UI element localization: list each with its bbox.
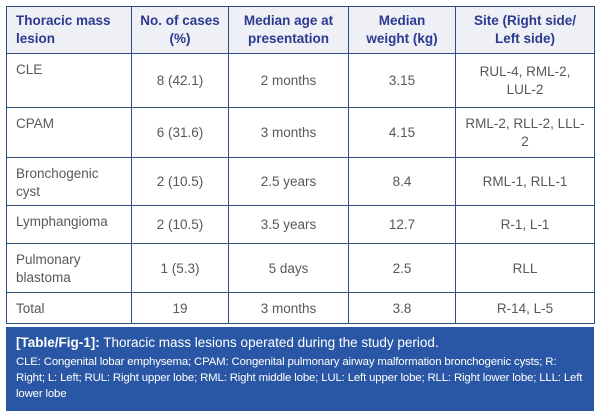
cell-site: R-1, L-1: [455, 205, 595, 245]
cell-lesion: Total: [6, 292, 132, 325]
cell-site: RUL-4, RML-2, LUL-2: [455, 53, 595, 109]
cell-weight: 8.4: [348, 157, 456, 207]
cell-cases: 6 (31.6): [131, 107, 229, 159]
cell-age: 3 months: [228, 292, 349, 325]
cell-cases: 2 (10.5): [131, 205, 229, 245]
table-header: Thoracic mass lesion No. of cases (%) Me…: [6, 5, 595, 55]
table-body: CLE 8 (42.1) 2 months 3.15 RUL-4, RML-2,…: [6, 53, 595, 325]
header-lesion: Thoracic mass lesion: [6, 5, 132, 55]
cell-age: 5 days: [228, 243, 349, 294]
table-row-total: Total 19 3 months 3.8 R-14, L-5: [6, 292, 595, 325]
cell-lesion: CPAM: [6, 107, 132, 159]
cell-lesion: Lymphangioma: [6, 205, 132, 245]
cell-weight: 3.15: [348, 53, 456, 109]
cell-cases: 2 (10.5): [131, 157, 229, 207]
cell-weight: 4.15: [348, 107, 456, 159]
thoracic-mass-table: Thoracic mass lesion No. of cases (%) Me…: [6, 5, 595, 325]
cell-age: 3 months: [228, 107, 349, 159]
figure-caption-text: Thoracic mass lesions operated during th…: [103, 335, 439, 351]
cell-age: 2.5 years: [228, 157, 349, 207]
cell-cases: 8 (42.1): [131, 53, 229, 109]
cell-lesion: Bronchogenic cyst: [6, 157, 132, 207]
cell-site: R-14, L-5: [455, 292, 595, 325]
header-cases: No. of cases (%): [131, 5, 229, 55]
cell-site: RLL: [455, 243, 595, 294]
header-row: Thoracic mass lesion No. of cases (%) Me…: [6, 5, 595, 55]
figure-caption: [Table/Fig-1]: Thoracic mass lesions ope…: [16, 334, 584, 352]
cell-cases: 19: [131, 292, 229, 325]
cell-weight: 3.8: [348, 292, 456, 325]
cell-site: RML-1, RLL-1: [455, 157, 595, 207]
table-row-cle: CLE 8 (42.1) 2 months 3.15 RUL-4, RML-2,…: [6, 53, 595, 109]
header-weight: Median weight (kg): [348, 5, 456, 55]
cell-age: 3.5 years: [228, 205, 349, 245]
cell-age: 2 months: [228, 53, 349, 109]
figure-caption-tag: [Table/Fig-1]:: [16, 335, 100, 351]
cell-site: RML-2, RLL-2, LLL-2: [455, 107, 595, 159]
header-site: Site (Right side/ Left side): [455, 5, 595, 55]
cell-weight: 2.5: [348, 243, 456, 294]
cell-lesion: CLE: [6, 53, 132, 109]
abbreviation-footnote: CLE: Congenital lobar emphysema; CPAM: C…: [16, 355, 583, 400]
table-figure: Thoracic mass lesion No. of cases (%) Me…: [6, 5, 595, 325]
table-row-pulmonary-blastoma: Pulmonary blastoma 1 (5.3) 5 days 2.5 RL…: [6, 243, 595, 294]
cell-cases: 1 (5.3): [131, 243, 229, 294]
table-row-lymphangioma: Lymphangioma 2 (10.5) 3.5 years 12.7 R-1…: [6, 205, 595, 245]
header-age: Median age at presentation: [228, 5, 349, 55]
table-row-cpam: CPAM 6 (31.6) 3 months 4.15 RML-2, RLL-2…: [6, 107, 595, 159]
cell-lesion: Pulmonary blastoma: [6, 243, 132, 294]
table-row-bronchogenic-cyst: Bronchogenic cyst 2 (10.5) 2.5 years 8.4…: [6, 157, 595, 207]
cell-weight: 12.7: [348, 205, 456, 245]
figure-caption-bar: [Table/Fig-1]: Thoracic mass lesions ope…: [6, 327, 594, 412]
